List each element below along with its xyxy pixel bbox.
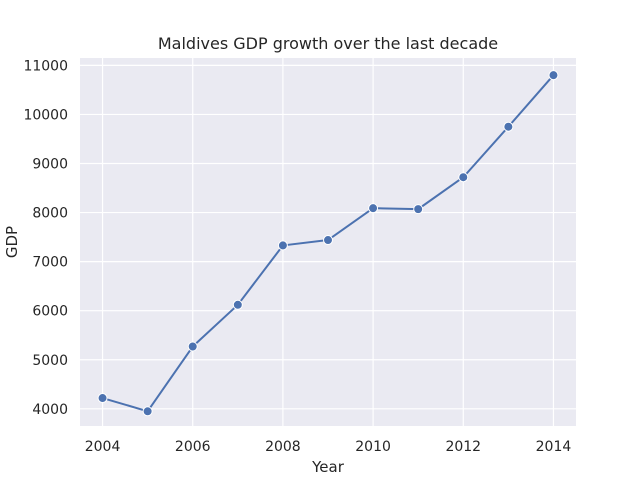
series-group <box>97 70 559 417</box>
data-point <box>548 70 559 81</box>
x-tick-label: 2012 <box>445 439 481 455</box>
y-tick-label: 8000 <box>32 206 68 222</box>
y-tick-label: 11000 <box>23 58 68 74</box>
y-axis-title: GDP <box>3 226 21 258</box>
y-tick-label: 7000 <box>32 255 68 271</box>
x-tick-label: 2006 <box>175 439 211 455</box>
x-tick-label: 2008 <box>265 439 301 455</box>
data-point <box>503 121 514 132</box>
data-point <box>323 235 333 246</box>
x-axis-ticks: 2004 2006 2008 2010 2012 2014 <box>85 439 572 455</box>
data-point <box>413 204 424 215</box>
data-point <box>368 203 379 214</box>
data-point <box>232 299 243 310</box>
x-tick-label: 2004 <box>85 439 121 455</box>
x-tick-label: 2014 <box>536 439 572 455</box>
data-point <box>97 393 108 404</box>
data-point <box>277 240 288 251</box>
chart-title: Maldives GDP growth over the last decade <box>158 34 498 53</box>
y-tick-label: 6000 <box>32 304 68 320</box>
y-axis-ticks: 4000 5000 6000 7000 8000 9000 10000 11000 <box>23 58 68 417</box>
y-tick-label: 9000 <box>32 156 68 172</box>
y-tick-label: 5000 <box>32 353 68 369</box>
data-point <box>187 341 198 352</box>
data-point <box>142 406 153 417</box>
x-axis-title: Year <box>311 458 345 476</box>
x-tick-label: 2010 <box>355 439 391 455</box>
y-tick-label: 4000 <box>32 402 68 418</box>
data-point <box>458 172 469 183</box>
y-tick-label: 10000 <box>23 107 68 123</box>
